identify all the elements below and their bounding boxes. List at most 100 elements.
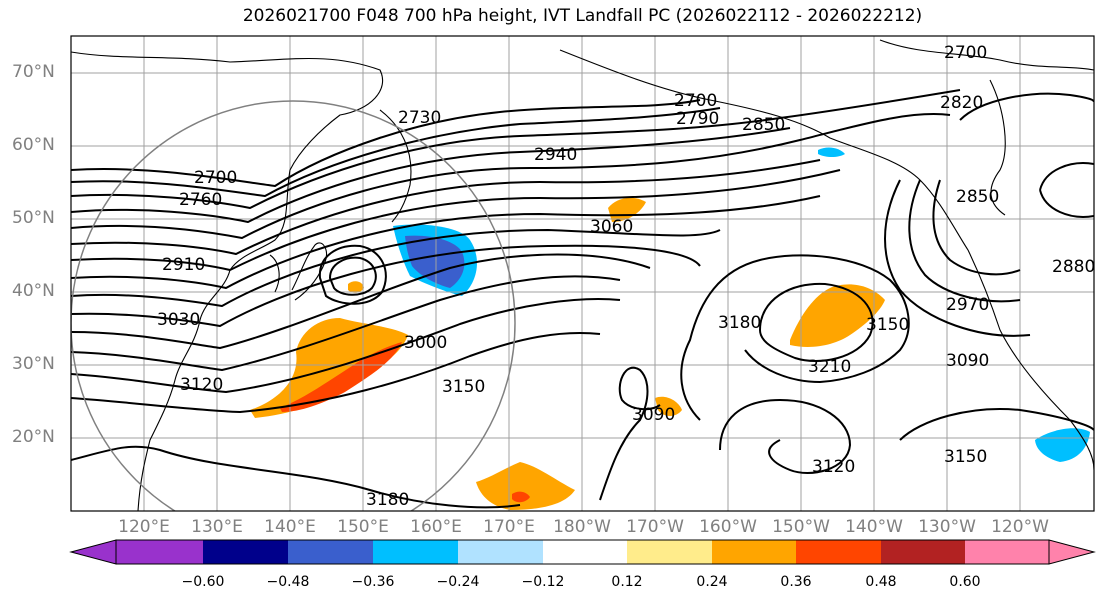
contour-line bbox=[71, 107, 721, 198]
contour-labels: 2700 2760 2910 3030 3120 2730 2940 2700 … bbox=[157, 43, 1095, 510]
contour-line bbox=[908, 179, 1021, 303]
contour-label: 2730 bbox=[398, 108, 441, 128]
contour-label: 2850 bbox=[742, 115, 785, 135]
ivt-positive-blob-2 bbox=[348, 281, 364, 293]
colorbar-tick: 0.36 bbox=[780, 574, 812, 590]
contour-label: 3030 bbox=[157, 310, 200, 330]
contour-line bbox=[318, 244, 387, 305]
contour-label: 3150 bbox=[442, 377, 485, 397]
coast-kamchatka bbox=[379, 109, 412, 223]
lat-label: 70°N bbox=[12, 62, 55, 82]
colorbar-bin bbox=[543, 540, 627, 564]
lon-label: 180°W bbox=[553, 517, 611, 537]
range-circle bbox=[71, 100, 516, 511]
contour-label: 2700 bbox=[194, 168, 237, 188]
lon-label: 120°E bbox=[118, 517, 170, 537]
colorbar-bin bbox=[288, 540, 373, 564]
colorbar bbox=[69, 539, 1096, 565]
contour-line bbox=[758, 282, 874, 362]
contour-label: 3120 bbox=[812, 457, 855, 477]
contour-line bbox=[71, 159, 821, 256]
colorbar-extend-right bbox=[1048, 539, 1096, 565]
coastlines bbox=[71, 39, 1094, 511]
colorbar-tick: −0.48 bbox=[266, 574, 310, 590]
lon-label: 160°W bbox=[699, 517, 757, 537]
colorbar-tick: 0.48 bbox=[865, 574, 897, 590]
ivt-positive-region-midpacific bbox=[790, 284, 885, 347]
coast-asia bbox=[71, 51, 384, 511]
contour-label: 3090 bbox=[946, 351, 989, 371]
contour-label: 3090 bbox=[632, 405, 675, 425]
lon-label: 130°W bbox=[918, 517, 976, 537]
lat-label: 60°N bbox=[12, 135, 55, 155]
ivt-negative-blob-alaska bbox=[818, 147, 845, 157]
colorbar-tick: −0.24 bbox=[436, 574, 480, 590]
colorbar-extend-left bbox=[69, 539, 117, 565]
contour-label: 3150 bbox=[944, 447, 987, 467]
lat-label: 50°N bbox=[12, 208, 55, 228]
lon-label: 130°E bbox=[191, 517, 243, 537]
map-title: 2026021700 F048 700 hPa height, IVT Land… bbox=[242, 6, 923, 26]
contour-line bbox=[71, 89, 961, 210]
map-border bbox=[70, 35, 1095, 512]
coast-alaska bbox=[559, 49, 1094, 471]
contour-line bbox=[599, 366, 661, 501]
contour-line bbox=[71, 244, 701, 328]
contour-line bbox=[899, 408, 1094, 441]
lon-label: 170°E bbox=[483, 517, 535, 537]
lat-label: 40°N bbox=[12, 281, 55, 301]
colorbar-tick: −0.36 bbox=[351, 574, 395, 590]
graticule bbox=[71, 36, 1094, 511]
contour-line bbox=[71, 298, 621, 394]
contour-label: 3120 bbox=[180, 375, 223, 395]
coast-hudson bbox=[989, 79, 1006, 216]
ivt-positive-region-south bbox=[476, 462, 575, 510]
contour-label: 2880 bbox=[1052, 257, 1095, 277]
lon-label: 160°E bbox=[410, 517, 462, 537]
lon-label: 150°E bbox=[337, 517, 389, 537]
colorbar-tick: −0.60 bbox=[181, 574, 225, 590]
colorbar-tick: 0.24 bbox=[696, 574, 728, 590]
contour-line bbox=[71, 228, 721, 308]
colorbar-bin bbox=[965, 540, 1049, 564]
contour-line bbox=[71, 195, 821, 290]
ivt-positive-blob-1 bbox=[655, 396, 682, 416]
lon-label: 150°W bbox=[772, 517, 830, 537]
colorbar-outline bbox=[115, 539, 1050, 565]
contour-label: 3210 bbox=[808, 357, 851, 377]
contour-line bbox=[71, 331, 601, 414]
lon-label: 140°W bbox=[845, 517, 903, 537]
colorbar-bin bbox=[203, 540, 288, 564]
contour-line bbox=[1039, 162, 1094, 218]
contour-label: 3060 bbox=[590, 217, 633, 237]
ivt-strong-region-south bbox=[512, 491, 530, 503]
ivt-strong-negative-region-kuril bbox=[405, 235, 465, 288]
colorbar-tick: −0.12 bbox=[521, 574, 565, 590]
contour-line bbox=[719, 398, 852, 474]
colorbar-bin bbox=[796, 540, 881, 564]
colorbar-bin bbox=[712, 540, 796, 564]
lon-label: 170°W bbox=[626, 517, 684, 537]
lat-label: 30°N bbox=[12, 354, 55, 374]
contour-label: 2910 bbox=[162, 255, 205, 275]
contour-line bbox=[71, 169, 841, 272]
coast-canada-north bbox=[879, 39, 1094, 71]
contour-label: 2940 bbox=[534, 145, 577, 165]
contour-label: 2700 bbox=[944, 43, 987, 63]
contour-label: 2820 bbox=[940, 93, 983, 113]
contour-label: 2790 bbox=[676, 109, 719, 129]
contour-line bbox=[71, 113, 951, 240]
lat-label: 20°N bbox=[12, 427, 55, 447]
contour-line bbox=[71, 127, 791, 224]
contour-label: 2700 bbox=[674, 91, 717, 111]
colorbar-bin bbox=[116, 540, 203, 564]
ivt-strong-region-japan bbox=[280, 342, 402, 412]
colorbar-bin bbox=[458, 540, 543, 564]
contour-line bbox=[680, 254, 910, 421]
contour-label: 3000 bbox=[404, 333, 447, 353]
colorbar-tick: 0.12 bbox=[611, 574, 643, 590]
contour-line bbox=[884, 179, 1031, 337]
contour-line bbox=[328, 256, 377, 296]
contour-line bbox=[71, 275, 621, 372]
contour-line bbox=[71, 445, 521, 509]
